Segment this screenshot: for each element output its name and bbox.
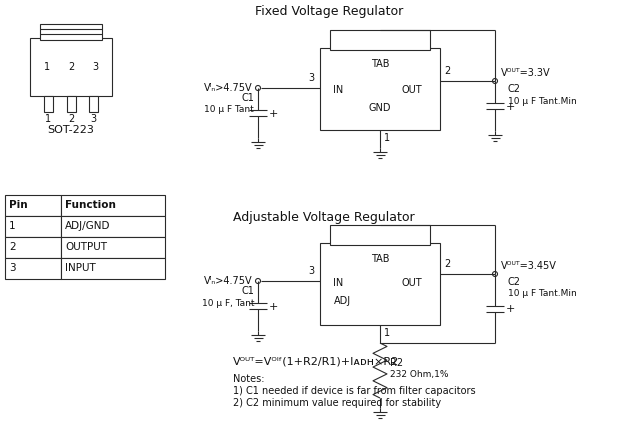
Bar — [5, 195, 61, 216]
Bar — [5, 258, 61, 279]
Text: 10 μ F, Tant: 10 μ F, Tant — [202, 299, 254, 308]
Text: C1: C1 — [241, 93, 254, 103]
Text: Vᴵₙ>4.75V: Vᴵₙ>4.75V — [204, 83, 253, 93]
Bar — [5, 237, 61, 258]
Text: 10 μ F Tant.Min: 10 μ F Tant.Min — [508, 290, 577, 299]
Text: Vᴵₙ>4.75V: Vᴵₙ>4.75V — [204, 276, 253, 286]
Text: C2: C2 — [508, 84, 521, 94]
Text: OUT: OUT — [402, 85, 422, 95]
Bar — [330, 30, 430, 50]
Bar — [40, 24, 102, 40]
Text: +: + — [269, 302, 279, 312]
Text: R2: R2 — [390, 358, 403, 368]
Text: Vᴼᵁᵀ=3.45V: Vᴼᵁᵀ=3.45V — [501, 261, 557, 271]
Text: C2: C2 — [508, 277, 521, 287]
Text: 2: 2 — [9, 242, 15, 252]
Text: 2: 2 — [444, 66, 450, 76]
Text: 2: 2 — [68, 62, 74, 72]
Text: 1: 1 — [9, 221, 15, 231]
Text: +: + — [506, 305, 516, 314]
Text: C1: C1 — [241, 286, 254, 296]
Text: IN: IN — [333, 278, 343, 288]
Bar — [61, 237, 165, 258]
Text: 3: 3 — [90, 114, 96, 124]
Bar — [5, 216, 61, 237]
Text: Pin: Pin — [9, 200, 28, 210]
Text: SOT-223: SOT-223 — [48, 125, 95, 135]
Text: Function: Function — [65, 200, 116, 210]
Text: +: + — [269, 109, 279, 119]
Text: TAB: TAB — [371, 254, 389, 264]
Text: OUT: OUT — [402, 278, 422, 288]
Text: OUTPUT: OUTPUT — [65, 242, 107, 252]
Bar — [61, 195, 165, 216]
Text: 1: 1 — [44, 62, 50, 72]
Text: ADJ: ADJ — [334, 296, 350, 306]
Bar — [320, 243, 440, 325]
Text: 3: 3 — [9, 263, 15, 273]
Text: ADJ/GND: ADJ/GND — [65, 221, 111, 231]
Text: 2: 2 — [444, 259, 450, 269]
Text: +: + — [506, 102, 516, 112]
Text: Adjustable Voltage Regulator: Adjustable Voltage Regulator — [233, 211, 415, 224]
Text: 1: 1 — [384, 328, 390, 338]
Text: 2: 2 — [68, 114, 74, 124]
Text: GND: GND — [369, 103, 391, 113]
Bar — [330, 225, 430, 245]
Text: IN: IN — [333, 85, 343, 95]
Text: 232 Ohm,1%: 232 Ohm,1% — [390, 371, 449, 380]
Text: 3: 3 — [92, 62, 98, 72]
Text: INPUT: INPUT — [65, 263, 96, 273]
Bar — [89, 96, 98, 112]
Bar — [320, 48, 440, 130]
Text: 1: 1 — [384, 133, 390, 143]
Bar — [44, 96, 53, 112]
Bar — [61, 258, 165, 279]
Text: 1: 1 — [45, 114, 51, 124]
Text: 10 μ F Tant.Min: 10 μ F Tant.Min — [508, 97, 577, 106]
Bar — [61, 216, 165, 237]
Text: Vᴼᵁᵀ=3.3V: Vᴼᵁᵀ=3.3V — [501, 68, 551, 78]
Text: TAB: TAB — [371, 59, 389, 69]
Bar — [30, 38, 112, 96]
Text: 3: 3 — [308, 73, 314, 83]
Text: 1) C1 needed if device is far from filter capacitors: 1) C1 needed if device is far from filte… — [233, 386, 475, 396]
Text: Notes:: Notes: — [233, 374, 264, 384]
Text: 3: 3 — [308, 266, 314, 276]
Bar — [67, 96, 76, 112]
Text: Fixed Voltage Regulator: Fixed Voltage Regulator — [255, 4, 403, 18]
Text: 10 μ F Tant: 10 μ F Tant — [204, 106, 254, 115]
Text: Vᴼᵁᵀ=Vᴼᴵᶠ(1+R2/R1)+Iᴀᴅʜ×R2: Vᴼᵁᵀ=Vᴼᴵᶠ(1+R2/R1)+Iᴀᴅʜ×R2 — [233, 357, 399, 367]
Text: 2) C2 minimum value required for stability: 2) C2 minimum value required for stabili… — [233, 398, 441, 408]
